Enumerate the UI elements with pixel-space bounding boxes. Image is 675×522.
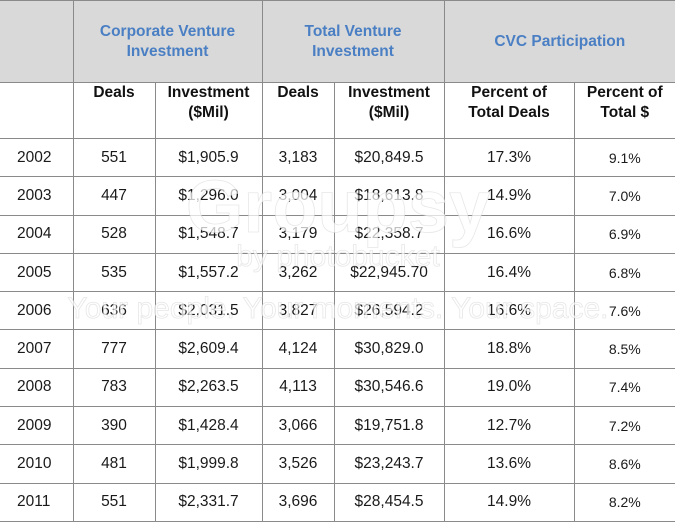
table-row: 2007 777 $2,609.4 4,124 $30,829.0 18.8% 8.5% (0, 329, 675, 369)
year-cell: 2005 (0, 252, 74, 293)
table-cell: 16.6% (443, 291, 575, 331)
year-cell: 2002 (0, 137, 74, 178)
table-cell: 528 (72, 214, 156, 254)
column-header: Deals (72, 82, 156, 139)
table-cell: $2,031.5 (154, 291, 263, 331)
table-cell: $1,296.0 (154, 176, 263, 216)
column-header: Percent of Total $ (573, 82, 675, 139)
year-cell: 2010 (0, 444, 74, 484)
year-cell: 2008 (0, 367, 74, 408)
table-cell: 3,004 (261, 176, 335, 216)
column-header: Investment ($Mil) (154, 82, 263, 139)
group-header-cvc: CVC Participation (443, 0, 675, 83)
table-cell: 14.9% (443, 482, 575, 522)
table-cell: 551 (72, 137, 156, 178)
table-cell: 3,827 (261, 291, 335, 331)
table-cell: 19.0% (443, 367, 575, 408)
table-cell: 8.6% (573, 444, 675, 484)
table-cell: 7.6% (573, 291, 675, 331)
table-cell: 8.5% (573, 329, 675, 369)
table-cell: 535 (72, 252, 156, 293)
table-cell: $22,945.70 (333, 252, 445, 293)
table-cell: 7.2% (573, 406, 675, 446)
table-cell: 3,066 (261, 406, 335, 446)
table-row: 2005 535 $1,557.2 3,262 $22,945.70 16.4% 6.8% (0, 252, 675, 293)
table-row: 2011 551 $2,331.7 3,696 $28,454.5 14.9% 8.2% (0, 482, 675, 522)
table-cell: $28,454.5 (333, 482, 445, 522)
table-cell: $20,849.5 (333, 137, 445, 178)
year-cell: 2006 (0, 291, 74, 331)
table-cell: 6.9% (573, 214, 675, 254)
column-header: Deals (261, 82, 335, 139)
year-cell: 2009 (0, 406, 74, 446)
table-cell: 3,696 (261, 482, 335, 522)
table-cell: 3,183 (261, 137, 335, 178)
table-row: 2006 636 $2,031.5 3,827 $26,594.2 16.6% 7.6% (0, 291, 675, 331)
table-row: 2002 551 $1,905.9 3,183 $20,849.5 17.3% 9.1% (0, 137, 675, 178)
table-row: 2003 447 $1,296.0 3,004 $18,613.8 14.9% 7.0% (0, 176, 675, 216)
table-cell: $1,548.7 (154, 214, 263, 254)
table-cell: 390 (72, 406, 156, 446)
table-cell: $23,243.7 (333, 444, 445, 484)
table-cell: $2,331.7 (154, 482, 263, 522)
table-cell: 13.6% (443, 444, 575, 484)
table-cell: 16.4% (443, 252, 575, 293)
table-cell: $1,905.9 (154, 137, 263, 178)
table-cell: 4,124 (261, 329, 335, 369)
table-cell: 14.9% (443, 176, 575, 216)
year-column-header (0, 82, 74, 139)
column-header-row: Deals Investment ($Mil) Deals Investment… (0, 82, 675, 139)
year-cell: 2004 (0, 214, 74, 254)
column-header: Percent of Total Deals (443, 82, 575, 139)
table-cell: $26,594.2 (333, 291, 445, 331)
year-cell: 2003 (0, 176, 74, 216)
table-cell: 551 (72, 482, 156, 522)
table-cell: $1,557.2 (154, 252, 263, 293)
year-cell: 2011 (0, 482, 74, 522)
table-cell: 481 (72, 444, 156, 484)
group-header-row: Corporate Venture Investment Total Ventu… (0, 0, 675, 83)
table-cell: $19,751.8 (333, 406, 445, 446)
table-cell: 16.6% (443, 214, 575, 254)
table-cell: $30,546.6 (333, 367, 445, 408)
table-cell: 9.1% (573, 137, 675, 178)
table-cell: 7.0% (573, 176, 675, 216)
table-cell: 17.3% (443, 137, 575, 178)
table-cell: $1,428.4 (154, 406, 263, 446)
table-cell: $2,263.5 (154, 367, 263, 408)
table-cell: $1,999.8 (154, 444, 263, 484)
group-header-corporate: Corporate Venture Investment (72, 0, 263, 83)
table-cell: 12.7% (443, 406, 575, 446)
table-cell: 4,113 (261, 367, 335, 408)
year-cell: 2007 (0, 329, 74, 369)
table-body: 2002 551 $1,905.9 3,183 $20,849.5 17.3% 9.1% 20… (0, 137, 675, 522)
table-cell: 8.2% (573, 482, 675, 522)
table-cell: 777 (72, 329, 156, 369)
table-cell: 3,526 (261, 444, 335, 484)
table-row: 2008 783 $2,263.5 4,113 $30,546.6 19.0% 7.4% (0, 367, 675, 408)
table-cell: 783 (72, 367, 156, 408)
corner-blank-cell (0, 0, 74, 83)
column-header: Investment ($Mil) (333, 82, 445, 139)
table-cell: $30,829.0 (333, 329, 445, 369)
table-cell: $22,358.7 (333, 214, 445, 254)
table-row: 2010 481 $1,999.8 3,526 $23,243.7 13.6% 8.6% (0, 444, 675, 484)
table-cell: 636 (72, 291, 156, 331)
table-cell: 3,262 (261, 252, 335, 293)
group-header-total: Total Venture Investment (261, 0, 445, 83)
table-cell: 447 (72, 176, 156, 216)
table-row: 2009 390 $1,428.4 3,066 $19,751.8 12.7% 7.2% (0, 406, 675, 446)
table-cell: $2,609.4 (154, 329, 263, 369)
table-cell: 18.8% (443, 329, 575, 369)
table-cell: 7.4% (573, 367, 675, 408)
table-cell: 6.8% (573, 252, 675, 293)
table-row: 2004 528 $1,548.7 3,179 $22,358.7 16.6% 6.9% (0, 214, 675, 254)
table-cell: 3,179 (261, 214, 335, 254)
table-cell: $18,613.8 (333, 176, 445, 216)
